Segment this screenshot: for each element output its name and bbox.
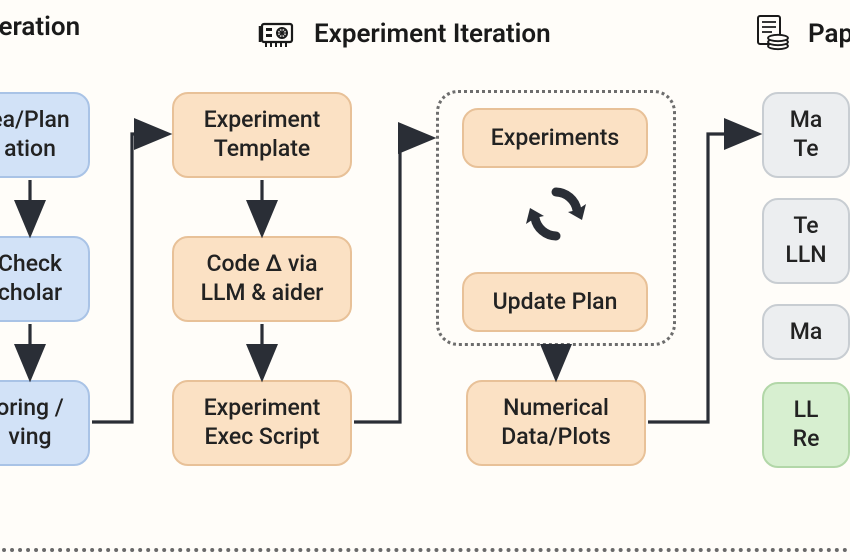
node-experiments: Experiments <box>462 108 648 168</box>
node-numerical-data: NumericalData/Plots <box>466 380 646 466</box>
node-numerical-data-label: NumericalData/Plots <box>501 394 611 452</box>
node-idea-plan: ea/Planation <box>0 92 90 178</box>
node-scoring-label: oring /ving <box>0 394 64 452</box>
gpu-icon <box>256 12 300 56</box>
header-generation-label: eneration <box>0 12 80 42</box>
node-check-scholar-label: Checkcholar <box>0 250 62 308</box>
node-update-plan: Update Plan <box>462 272 648 332</box>
header-paper: Pap <box>750 12 850 56</box>
node-paper-2: TeLLN <box>762 198 850 284</box>
node-experiment-template: ExperimentTemplate <box>172 92 352 178</box>
node-paper-1: MaTe <box>762 92 850 178</box>
cycle-arrows-icon <box>524 182 588 250</box>
node-paper-3: Ma <box>762 304 850 360</box>
node-update-plan-label: Update Plan <box>493 288 618 317</box>
node-paper-4-label: LLRe <box>793 396 820 454</box>
node-idea-plan-label: ea/Planation <box>0 106 70 164</box>
header-generation: eneration <box>0 12 80 42</box>
node-code-delta-label: Code Δ viaLLM & aider <box>201 250 324 308</box>
header-iteration-label: Experiment Iteration <box>314 19 551 49</box>
node-scoring: oring /ving <box>0 380 90 466</box>
node-experiment-template-label: ExperimentTemplate <box>204 106 321 164</box>
header-paper-label: Pap <box>808 19 850 49</box>
header-iteration: Experiment Iteration <box>256 12 551 56</box>
node-code-delta: Code Δ viaLLM & aider <box>172 236 352 322</box>
diagram-canvas: eneration Experiment Iteration <box>0 0 850 560</box>
node-check-scholar: Checkcholar <box>0 236 90 322</box>
bottom-dotted-divider <box>0 548 850 552</box>
node-paper-1-label: MaTe <box>790 106 823 164</box>
node-exec-script: ExperimentExec Script <box>172 380 352 466</box>
paper-stack-icon <box>750 12 794 56</box>
arrows-layer <box>0 0 850 560</box>
node-paper-3-label: Ma <box>790 318 823 347</box>
node-experiments-label: Experiments <box>491 124 619 153</box>
node-exec-script-label: ExperimentExec Script <box>204 394 321 452</box>
node-paper-4: LLRe <box>762 382 850 468</box>
node-paper-2-label: TeLLN <box>785 212 826 270</box>
